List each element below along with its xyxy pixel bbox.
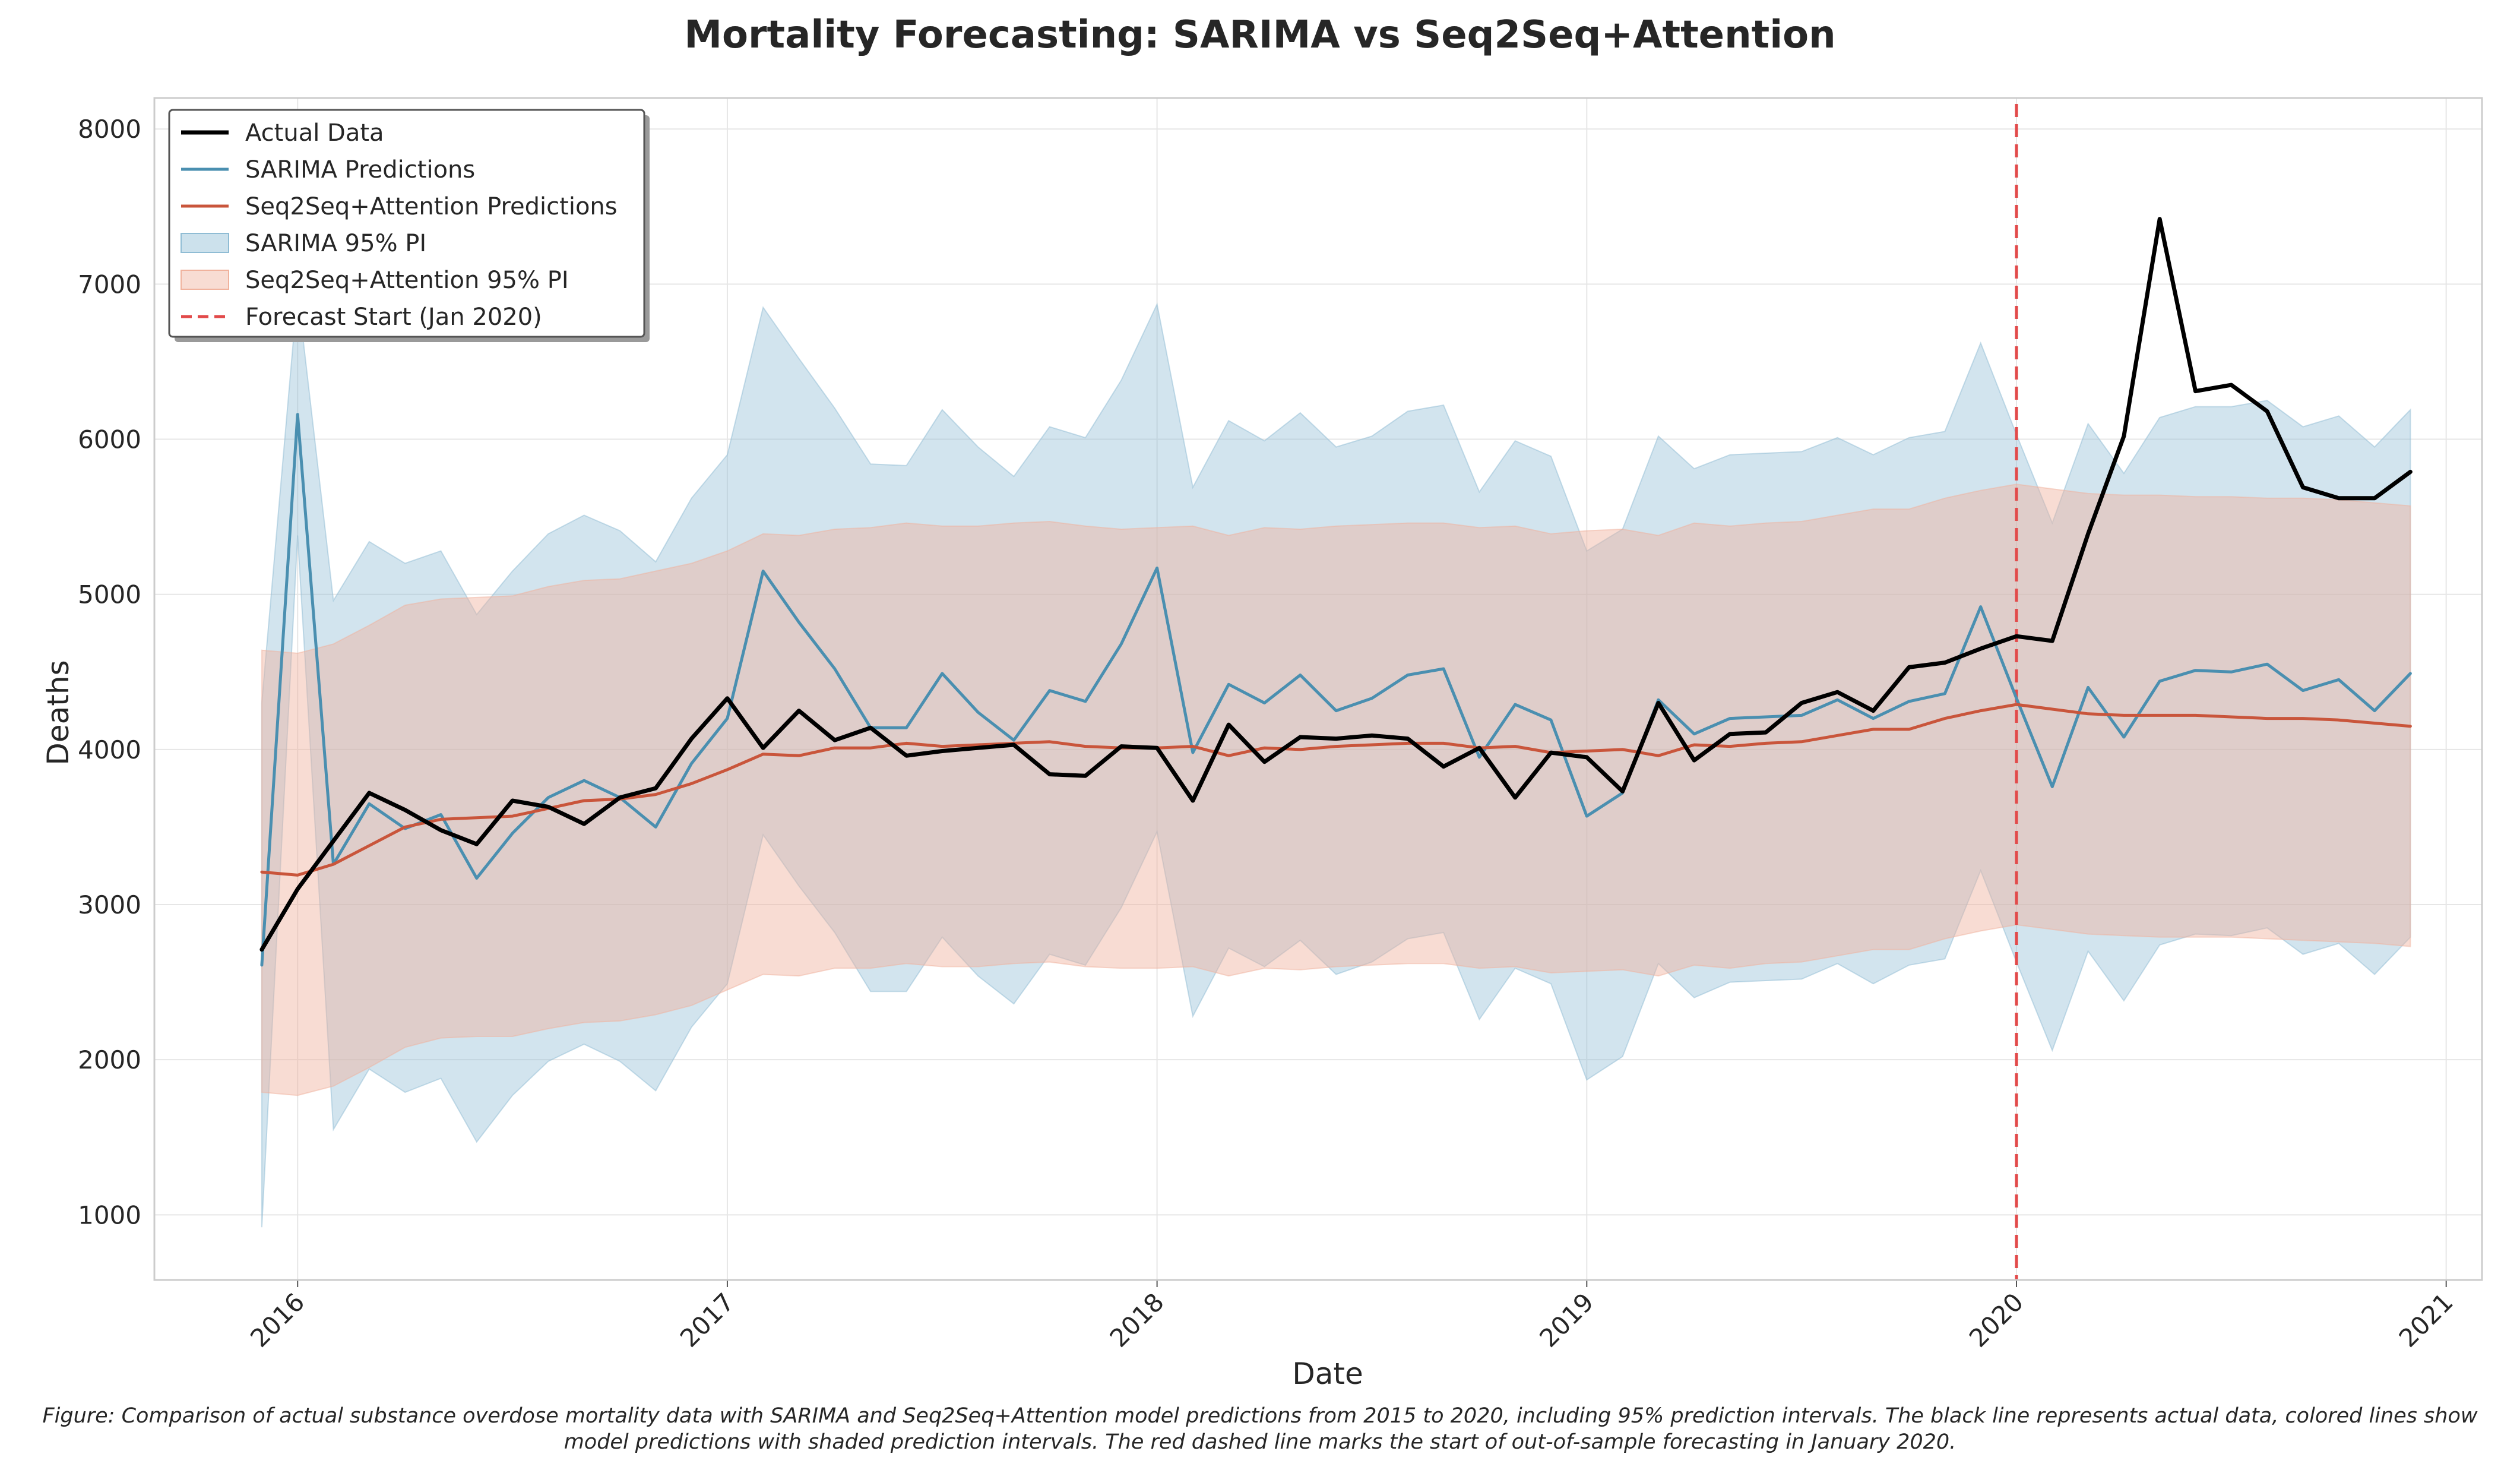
x-tick-label: 2017 <box>675 1287 740 1352</box>
y-axis-label: Deaths <box>41 660 75 765</box>
x-tick-label: 2019 <box>1534 1287 1599 1352</box>
y-tick-label: 2000 <box>78 1045 141 1074</box>
y-tick-label: 7000 <box>78 270 141 299</box>
y-tick-label: 8000 <box>78 115 141 144</box>
legend-swatch-seq2seq-pi <box>181 270 229 290</box>
x-axis-label: Date <box>1292 1357 1363 1391</box>
y-tick-label: 3000 <box>78 890 141 919</box>
series-lines <box>259 104 2413 1280</box>
y-tick-label: 5000 <box>78 580 141 609</box>
legend: Actual Data SARIMA Predictions Seq2Seq+Att… <box>168 109 650 342</box>
legend-label: Seq2Seq+Attention 95% PI <box>245 267 569 294</box>
x-tick-label: 2016 <box>245 1287 310 1352</box>
x-tick-label: 2018 <box>1104 1287 1169 1352</box>
legend-label: Seq2Seq+Attention Predictions <box>245 193 618 220</box>
x-tick-label: 2021 <box>2394 1287 2459 1352</box>
chart-title: Mortality Forecasting: SARIMA vs Seq2Seq… <box>684 13 1836 57</box>
legend-label: SARIMA Predictions <box>245 156 475 184</box>
y-tick-label: 4000 <box>78 735 141 764</box>
x-tick-label: 2020 <box>1964 1287 2029 1352</box>
prediction-interval-bands <box>261 292 2411 1228</box>
legend-label: Forecast Start (Jan 2020) <box>245 304 542 331</box>
seq2seq-pi-band <box>261 483 2411 1096</box>
actual-data-line <box>259 217 2413 952</box>
legend-label: SARIMA 95% PI <box>245 230 426 257</box>
plot-frame <box>153 97 2483 1281</box>
legend-label: Actual Data <box>245 119 384 147</box>
legend-swatch-sarima-pi <box>181 233 229 253</box>
figure-caption: Figure: Comparison of actual substance o… <box>42 1404 2478 1454</box>
y-tick-label: 6000 <box>78 425 141 454</box>
legend-box <box>168 109 645 338</box>
y-tick-label: 1000 <box>78 1200 141 1229</box>
